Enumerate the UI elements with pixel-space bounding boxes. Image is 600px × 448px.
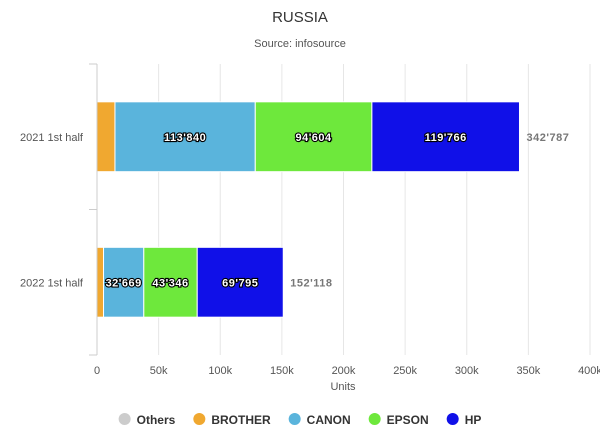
- total-label: 342'787: [526, 132, 569, 144]
- legend-swatch: [118, 413, 131, 425]
- x-tick-label: 250k: [393, 365, 417, 377]
- legend-item-others[interactable]: Others: [118, 413, 176, 427]
- x-tick-label: 350k: [516, 365, 540, 377]
- legend-label: CANON: [307, 413, 351, 427]
- data-label: 119'766: [425, 132, 467, 144]
- bar-canon[interactable]: [114, 101, 256, 173]
- legend-item-brother[interactable]: BROTHER: [193, 413, 271, 427]
- data-labels: 113'840 94'604 119'766 342'787 32'669 43'346 6…: [104, 131, 569, 291]
- bars: [96, 101, 520, 318]
- x-axis-title: Units: [330, 381, 356, 393]
- bar-brother[interactable]: [96, 246, 105, 318]
- x-tick-label: 400k: [578, 365, 600, 377]
- x-tick-label: 100k: [208, 365, 232, 377]
- legend-label: HP: [465, 413, 482, 427]
- data-label: 32'669: [106, 277, 142, 289]
- data-label: 94'604: [295, 132, 332, 144]
- x-tick-label: 300k: [455, 365, 479, 377]
- data-label: 43'346: [152, 277, 188, 289]
- bar-hp[interactable]: [371, 101, 520, 173]
- legend-swatch: [446, 413, 459, 425]
- category-label: 2022 1st half: [20, 277, 84, 289]
- legend-item-hp[interactable]: HP: [446, 413, 482, 427]
- legend: Others BROTHER CANON EPSON HP: [118, 413, 482, 427]
- bar-hp[interactable]: [196, 246, 284, 318]
- x-tick-label: 200k: [332, 365, 356, 377]
- legend-label: Others: [137, 413, 176, 427]
- bar-brother[interactable]: [96, 101, 116, 173]
- legend-label: EPSON: [387, 413, 429, 427]
- x-tick-label: 50k: [150, 365, 168, 377]
- legend-item-epson[interactable]: EPSON: [368, 413, 429, 427]
- x-tick-label: 0: [94, 365, 100, 377]
- axes: 0 50k 100k 150k 200k 250k 300k 350k 400k 2021 1st…: [20, 63, 600, 377]
- data-label: 69'795: [222, 277, 258, 289]
- bar-epson[interactable]: [254, 101, 373, 173]
- data-label: 113'840: [164, 132, 206, 144]
- category-label: 2021 1st half: [20, 132, 84, 144]
- chart-title: RUSSIA: [272, 9, 328, 26]
- bar-epson[interactable]: [143, 246, 198, 318]
- legend-swatch: [368, 413, 381, 425]
- legend-label: BROTHER: [211, 413, 271, 427]
- legend-swatch: [288, 413, 301, 425]
- legend-swatch: [193, 413, 206, 425]
- legend-item-canon[interactable]: CANON: [288, 413, 351, 427]
- chart-subtitle: Source: infosource: [254, 38, 346, 50]
- x-tick-label: 150k: [270, 365, 294, 377]
- total-label: 152'118: [290, 277, 332, 289]
